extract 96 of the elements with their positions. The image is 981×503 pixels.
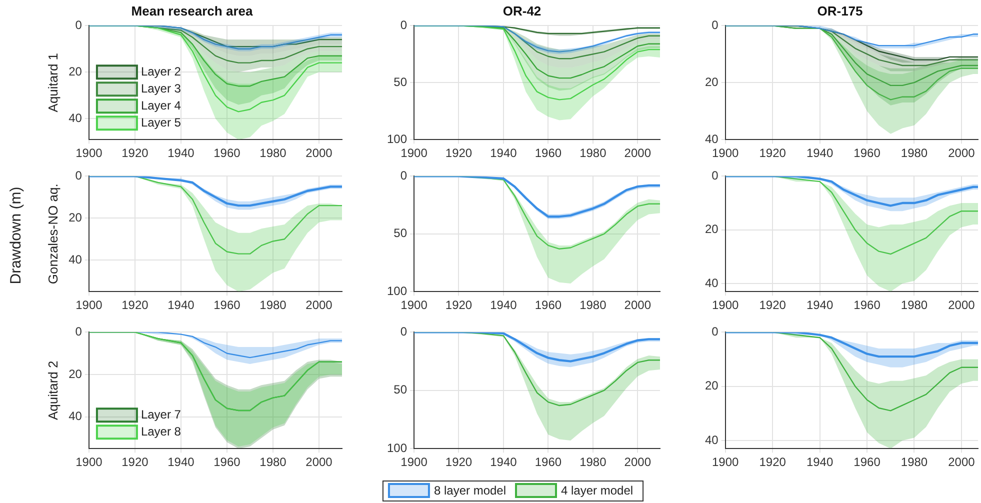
x-tick-label: 1960 <box>214 298 241 312</box>
x-tick-label: 1900 <box>712 455 740 470</box>
x-tick-label: 2000 <box>624 298 652 312</box>
x-tick-label: 1980 <box>260 455 287 470</box>
x-tick-label: 2000 <box>624 146 652 160</box>
y-tick-label: 20 <box>704 74 719 89</box>
x-tick-label: 1940 <box>168 455 195 470</box>
y-axis-title: Gonzales-NO aq. <box>45 184 60 284</box>
legend-label: Layer 5 <box>140 115 182 130</box>
x-tick-label: 1980 <box>900 455 928 470</box>
x-tick-label: 1900 <box>400 146 428 160</box>
x-tick-label: 1900 <box>76 146 103 160</box>
x-tick-label: 1980 <box>580 455 607 470</box>
x-tick-label: 1940 <box>806 298 834 312</box>
x-tick-label: 1900 <box>400 298 428 312</box>
legend-label: Layer 7 <box>140 407 182 422</box>
y-tick-label: 0 <box>712 18 719 32</box>
x-tick-label: 2000 <box>306 455 333 470</box>
y-tick-label: 20 <box>704 222 719 236</box>
x-tick-label: 1920 <box>122 146 149 160</box>
legend-label: 8 layer model <box>434 483 506 498</box>
x-tick-label: 1900 <box>712 146 740 160</box>
chart-title: Mean research area <box>131 3 254 18</box>
x-tick-label: 1960 <box>854 298 881 312</box>
x-tick-label: 1980 <box>900 298 928 312</box>
x-tick-label: 1960 <box>214 146 241 160</box>
x-tick-label: 1980 <box>580 298 607 312</box>
y-tick-label: 50 <box>394 226 408 240</box>
y-tick-label: 40 <box>704 432 719 447</box>
x-tick-label: 1960 <box>534 298 562 312</box>
x-tick-label: 1980 <box>260 298 287 312</box>
y-tick-label: 100 <box>386 132 408 146</box>
x-tick-label: 1900 <box>712 298 740 312</box>
chart-title: OR-42 <box>502 3 542 18</box>
y-tick-label: 50 <box>394 74 408 89</box>
y-tick-label: 0 <box>400 18 408 32</box>
x-tick-label: 1940 <box>806 455 834 470</box>
x-tick-label: 1940 <box>168 146 195 160</box>
x-tick-label: 1920 <box>122 298 149 312</box>
y-tick-label: 0 <box>75 18 82 32</box>
x-tick-label: 2000 <box>948 455 976 470</box>
y-tick-label: 40 <box>68 409 82 424</box>
y-tick-label: 40 <box>704 132 719 146</box>
y-tick-label: 100 <box>386 440 408 455</box>
x-tick-label: 1940 <box>490 146 518 160</box>
x-tick-label: 1920 <box>445 455 472 470</box>
x-tick-label: 1940 <box>806 146 834 160</box>
legend-label: Layer 8 <box>140 424 182 438</box>
x-tick-label: 1960 <box>534 146 562 160</box>
x-tick-label: 1980 <box>580 146 607 160</box>
y-tick-label: 40 <box>704 276 719 290</box>
y-axis-title: Aquitard 2 <box>45 360 60 420</box>
y-tick-label: 0 <box>75 168 82 183</box>
y-tick-label: 40 <box>68 252 82 266</box>
x-tick-label: 1940 <box>490 455 518 470</box>
y-axis-title: Aquitard 1 <box>45 52 60 112</box>
x-tick-label: 1940 <box>490 298 518 312</box>
x-tick-label: 2000 <box>948 146 976 160</box>
y-tick-label: 0 <box>75 324 82 339</box>
y-tick-label: 0 <box>712 324 719 339</box>
x-tick-label: 1900 <box>400 455 428 470</box>
x-tick-label: 1960 <box>854 455 881 470</box>
legend-label: Layer 3 <box>140 81 182 96</box>
x-tick-label: 2000 <box>624 455 652 470</box>
y-tick-label: 100 <box>386 284 408 298</box>
y-tick-label: 0 <box>400 168 408 183</box>
x-tick-label: 1940 <box>168 298 195 312</box>
x-tick-label: 1960 <box>534 455 562 470</box>
y-tick-label: 40 <box>68 110 82 125</box>
text: Drawdown (m) <box>7 186 24 284</box>
x-tick-label: 1920 <box>759 146 786 160</box>
x-tick-label: 1960 <box>214 455 241 470</box>
chart-title: OR-175 <box>817 3 863 18</box>
x-tick-label: 1920 <box>122 455 149 470</box>
y-tick-label: 0 <box>712 168 719 183</box>
x-tick-label: 2000 <box>306 298 333 312</box>
legend-label: Layer 2 <box>140 64 182 78</box>
x-tick-label: 2000 <box>306 146 333 160</box>
x-tick-label: 1900 <box>76 298 103 312</box>
x-tick-label: 1920 <box>759 455 786 470</box>
y-tick-label: 20 <box>704 378 719 393</box>
x-tick-label: 1980 <box>900 146 928 160</box>
x-tick-label: 1920 <box>759 298 786 312</box>
y-tick-label: 20 <box>68 366 82 381</box>
y-tick-label: 20 <box>68 210 82 224</box>
x-tick-label: 1920 <box>445 146 472 160</box>
legend-label: Layer 4 <box>140 98 182 112</box>
y-tick-label: 0 <box>400 324 408 339</box>
x-tick-label: 1920 <box>445 298 472 312</box>
x-tick-label: 1980 <box>260 146 287 160</box>
x-tick-label: 2000 <box>948 298 976 312</box>
legend-label: 4 layer model <box>561 483 634 498</box>
y-tick-label: 20 <box>68 64 82 78</box>
x-tick-label: 1900 <box>76 455 103 470</box>
y-tick-label: 50 <box>394 382 408 397</box>
x-tick-label: 1960 <box>854 146 881 160</box>
